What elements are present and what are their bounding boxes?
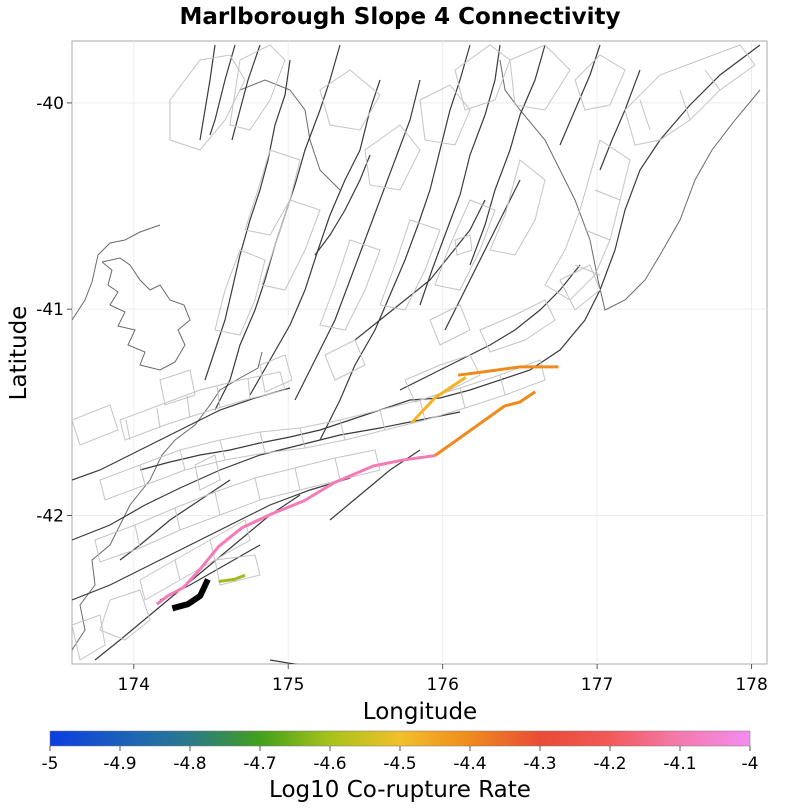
colorbar-tick-label-1: -4.9 [103, 754, 136, 774]
colorbar-tick-label-9: -4.1 [663, 754, 696, 774]
y-axis-ticks: -40 -41 -42 [36, 94, 72, 526]
grid-lines [72, 41, 767, 664]
colorbar-tick-label-6: -4.4 [453, 754, 486, 774]
colorbar-label: Log10 Co-rupture Rate [269, 777, 531, 803]
highlighted-section-green [218, 573, 246, 583]
colorbar-tick-label-10: -4 [742, 754, 759, 774]
colorbar-tick-label-2: -4.8 [173, 754, 206, 774]
chart-title: Marlborough Slope 4 Connectivity [180, 4, 621, 30]
x-tick-label-0: 174 [118, 675, 150, 695]
colorbar-tick-label-3: -4.7 [243, 754, 276, 774]
y-tick-label-0: -40 [36, 94, 64, 114]
y-axis-label: Latitude [6, 306, 32, 401]
y-tick-label-1: -41 [36, 300, 64, 320]
highlighted-section-pink [155, 454, 436, 606]
colorbar-tick-label-5: -4.5 [383, 754, 416, 774]
y-tick-label-2: -42 [36, 506, 64, 526]
highlighted-section-source [171, 578, 211, 612]
colorbar-tick-label-0: -5 [42, 754, 59, 774]
x-tick-label-1: 175 [272, 675, 304, 695]
colorbar-ticks: -5 -4.9 -4.8 -4.7 -4.6 -4.5 -4.4 -4.3 -4.2 -4.1 -4 [42, 746, 759, 774]
x-tick-label-2: 176 [426, 675, 458, 695]
plot-area [71, 40, 768, 665]
colorbar-tick-label-4: -4.6 [313, 754, 346, 774]
x-tick-label-4: 178 [735, 675, 767, 695]
x-axis-ticks: 174 175 176 177 178 [118, 664, 768, 695]
highlighted-section-orange [434, 390, 537, 457]
x-tick-label-3: 177 [581, 675, 613, 695]
x-axis-label: Longitude [363, 699, 477, 725]
colorbar [49, 730, 751, 747]
colorbar-tick-label-8: -4.2 [593, 754, 626, 774]
highlighted-section-yellow-orange [410, 376, 467, 424]
fault-sections [72, 44, 756, 661]
colorbar-tick-label-7: -4.3 [523, 754, 556, 774]
highlighted-sections [155, 365, 559, 612]
fault-background [72, 44, 761, 664]
highlighted-section-orange-upper [457, 365, 559, 377]
coastline [72, 59, 761, 651]
